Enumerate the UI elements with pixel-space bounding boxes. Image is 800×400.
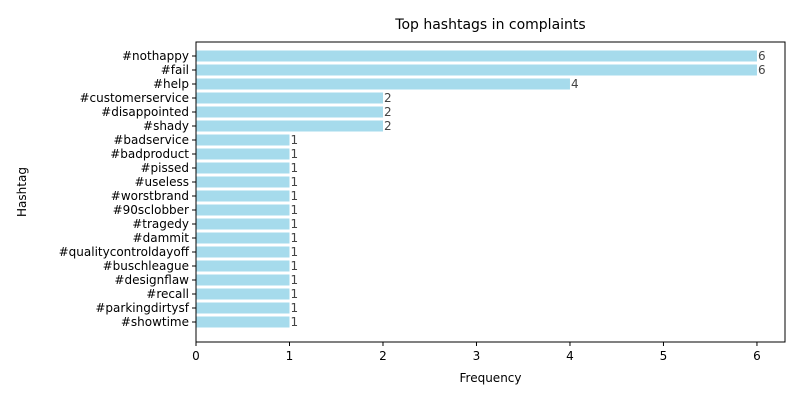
plot-frame (195, 41, 786, 343)
y-axis-title: Hashtag (15, 167, 29, 217)
data-label: 1 (290, 133, 298, 147)
category-label: #recall (146, 287, 189, 301)
bar (196, 162, 290, 174)
data-label: 1 (290, 147, 298, 161)
x-ticks-group: 0 1 2 3 4 5 6 (192, 342, 761, 363)
category-label: #help (153, 77, 189, 91)
data-label: 2 (384, 119, 392, 133)
category-label: #qualitycontroldayoff (59, 245, 190, 259)
bar (196, 106, 383, 118)
category-label: #90sclobber (113, 203, 189, 217)
bar (196, 148, 290, 160)
data-label: 1 (290, 217, 298, 231)
data-label: 1 (290, 287, 298, 301)
bar (196, 316, 290, 328)
category-label: #pissed (140, 161, 189, 175)
data-label: 2 (384, 91, 392, 105)
bar (196, 274, 290, 286)
category-label: #parkingdirtysf (95, 301, 189, 315)
bars-group (196, 50, 757, 328)
bar (196, 64, 757, 76)
category-label: #disappointed (101, 105, 189, 119)
category-label: #dammit (133, 231, 190, 245)
category-label: #fail (161, 63, 189, 77)
x-tick-label: 5 (660, 349, 668, 363)
category-label: #shady (143, 119, 189, 133)
bar (196, 190, 290, 202)
x-tick-label: 2 (379, 349, 387, 363)
x-tick-label: 3 (473, 349, 481, 363)
bar (196, 302, 290, 314)
data-label: 1 (290, 259, 298, 273)
category-label: #customerservice (79, 91, 189, 105)
bar (196, 92, 383, 104)
data-label: 6 (758, 63, 766, 77)
bar (196, 50, 757, 62)
category-label: #tragedy (132, 217, 189, 231)
data-label: 1 (290, 175, 298, 189)
category-label: #badproduct (110, 147, 189, 161)
bar (196, 260, 290, 272)
bar (196, 232, 290, 244)
category-label: #buschleague (103, 259, 189, 273)
x-tick-label: 1 (286, 349, 294, 363)
bar (196, 246, 290, 258)
data-label: 1 (290, 315, 298, 329)
data-label: 1 (290, 231, 298, 245)
data-label: 6 (758, 49, 766, 63)
bar (196, 176, 290, 188)
category-label: #nothappy (122, 49, 189, 63)
x-tick-label: 6 (753, 349, 761, 363)
chart-title: Top hashtags in complaints (394, 17, 585, 33)
x-tick-label: 0 (192, 349, 200, 363)
bar (196, 204, 290, 216)
bar (196, 288, 290, 300)
category-label: #badservice (113, 133, 189, 147)
category-label: #useless (134, 175, 189, 189)
data-label: 1 (290, 301, 298, 315)
category-label: #worstbrand (111, 189, 189, 203)
data-label: 1 (290, 189, 298, 203)
bar (196, 120, 383, 132)
data-label: 2 (384, 105, 392, 119)
bar (196, 78, 570, 90)
bar (196, 134, 290, 146)
data-label: 1 (290, 245, 298, 259)
category-label: #designflaw (114, 273, 189, 287)
bar (196, 218, 290, 230)
x-axis-title: Frequency (460, 371, 522, 385)
category-label: #showtime (121, 315, 189, 329)
data-label: 4 (571, 77, 579, 91)
data-label: 1 (290, 161, 298, 175)
x-tick-label: 4 (566, 349, 574, 363)
data-label: 1 (290, 273, 298, 287)
category-labels-group: #nothappy#fail#help#customerservice#disa… (59, 49, 196, 329)
data-label: 1 (290, 203, 298, 217)
